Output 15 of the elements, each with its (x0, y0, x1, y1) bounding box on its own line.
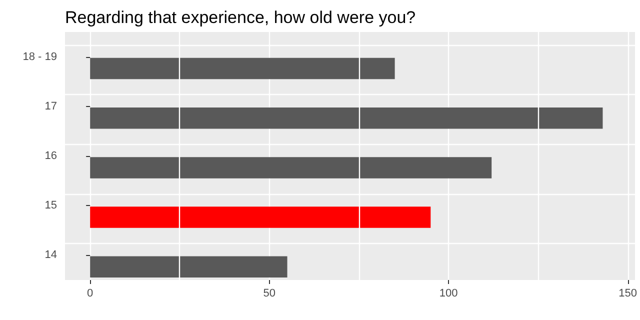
x-tick-label: 100 (439, 288, 458, 300)
bar (90, 157, 492, 178)
y-tick-label: 15 (44, 200, 57, 212)
y-tick-label: 14 (44, 249, 57, 262)
x-tick-label: 150 (618, 288, 638, 300)
chart-title: Regarding that experience, how old were you? (65, 8, 416, 27)
x-tick-label: 50 (263, 288, 276, 300)
y-tick-label: 17 (44, 100, 57, 112)
y-tick-label: 16 (44, 150, 57, 162)
bar (90, 206, 431, 228)
bar (90, 107, 603, 129)
x-tick-label: 0 (87, 288, 94, 300)
bar (90, 256, 288, 278)
bar (90, 58, 395, 80)
y-tick-label: 18 - 19 (22, 50, 57, 63)
